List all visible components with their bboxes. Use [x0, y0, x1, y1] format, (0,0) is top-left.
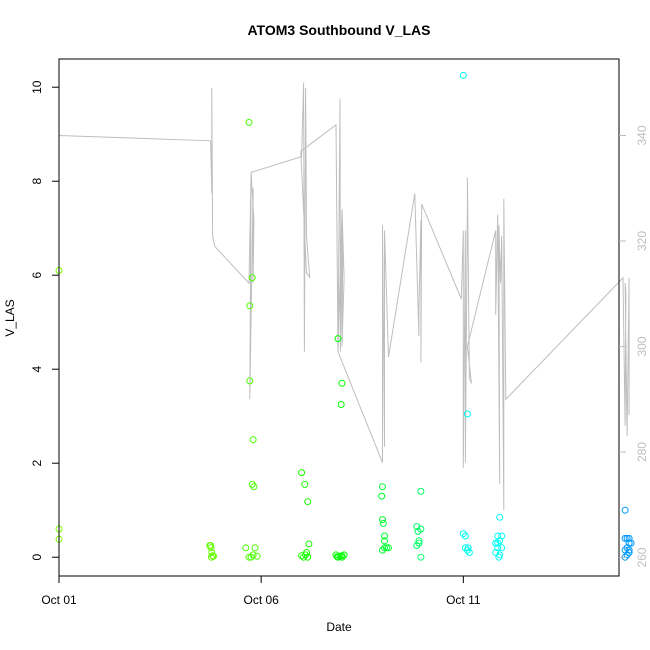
data-point	[495, 553, 503, 561]
data-point	[459, 530, 467, 538]
y-tick-label: 6	[30, 272, 44, 279]
secondary-y-axis: 260 280 300 320 340	[619, 125, 649, 568]
data-point	[379, 519, 387, 527]
y2-tick-label: 280	[635, 442, 649, 462]
data-point	[378, 492, 386, 500]
plot-frame	[58, 58, 620, 577]
data-point	[498, 532, 506, 540]
data-point	[461, 532, 469, 540]
data-point	[250, 483, 258, 491]
data-point	[338, 552, 346, 560]
data-point	[494, 532, 502, 540]
data-point	[253, 552, 261, 560]
y-axis-label: V_LAS	[3, 299, 17, 336]
data-point	[337, 401, 345, 408]
y2-tick-label: 260	[635, 547, 649, 567]
data-point	[623, 534, 631, 542]
data-point	[459, 71, 467, 79]
data-point	[301, 480, 309, 488]
data-point	[381, 544, 388, 552]
y2-tick-label: 340	[635, 125, 649, 145]
data-point	[492, 549, 500, 556]
x-tick-label: Oct 01	[41, 593, 77, 607]
data-point	[385, 544, 392, 552]
data-point	[417, 525, 425, 533]
data-point	[498, 544, 506, 552]
y-tick-label: 8	[30, 178, 44, 185]
data-point	[492, 539, 500, 547]
data-point	[249, 436, 257, 444]
y-tick-label: 10	[30, 80, 44, 94]
series-line	[58, 82, 630, 511]
y-axis: 0 2 4 6 8 10	[30, 80, 59, 561]
data-point	[304, 498, 312, 506]
data-point	[206, 542, 214, 549]
y2-tick-label: 300	[635, 336, 649, 356]
data-point	[249, 551, 257, 559]
data-point	[242, 544, 250, 552]
data-point	[381, 532, 388, 540]
data-point	[621, 534, 629, 542]
data-point	[338, 379, 346, 387]
data-point	[208, 549, 216, 556]
data-point	[245, 118, 253, 126]
x-tick-label: Oct 06	[243, 593, 279, 607]
data-point	[465, 549, 473, 556]
data-point	[625, 534, 633, 542]
y-tick-label: 2	[30, 460, 44, 467]
data-point	[464, 544, 472, 552]
data-point	[333, 553, 341, 561]
plot-area	[55, 71, 635, 561]
y2-tick-label: 320	[635, 231, 649, 251]
data-point	[246, 377, 254, 385]
data-point	[304, 553, 312, 561]
data-point	[298, 552, 306, 560]
data-point	[627, 539, 635, 547]
data-point	[248, 274, 256, 282]
data-point	[245, 553, 253, 561]
x-axis-label: Date	[326, 620, 352, 634]
data-point	[496, 513, 504, 521]
data-point	[625, 546, 633, 554]
data-point	[379, 546, 386, 554]
data-point	[251, 544, 259, 552]
data-point	[381, 537, 388, 545]
data-point	[621, 506, 629, 514]
data-point	[494, 539, 502, 547]
y-tick-label: 0	[30, 554, 44, 561]
data-point	[334, 335, 342, 343]
data-point	[379, 516, 386, 524]
data-point	[298, 469, 306, 477]
data-point	[246, 302, 254, 310]
data-point	[623, 544, 631, 552]
data-point	[417, 487, 425, 495]
data-point	[415, 539, 423, 547]
data-point	[494, 544, 502, 552]
y-tick-label: 4	[30, 366, 44, 373]
data-point	[305, 540, 313, 548]
chart-title: ATOM3 Southbound V_LAS	[247, 22, 430, 38]
data-point	[463, 410, 471, 418]
data-point	[417, 553, 425, 561]
data-point	[379, 483, 386, 491]
data-point	[383, 544, 390, 552]
x-axis: Oct 01 Oct 06 Oct 11	[41, 576, 481, 607]
data-point	[210, 552, 217, 560]
data-point	[302, 551, 310, 559]
data-point	[461, 544, 469, 552]
data-point	[625, 539, 633, 547]
x-tick-label: Oct 11	[446, 593, 481, 607]
